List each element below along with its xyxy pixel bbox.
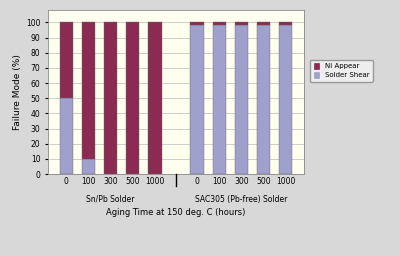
Legend: Ni Appear, Solder Shear: Ni Appear, Solder Shear xyxy=(310,60,373,82)
Bar xyxy=(82,159,95,174)
Bar xyxy=(104,22,117,174)
Bar xyxy=(279,22,292,25)
Bar xyxy=(279,25,292,174)
Bar xyxy=(126,22,140,174)
Bar xyxy=(82,22,95,159)
Bar xyxy=(257,25,270,174)
Bar xyxy=(60,22,73,98)
Bar xyxy=(148,22,162,174)
Bar xyxy=(190,25,204,174)
Bar xyxy=(60,98,73,174)
Y-axis label: Failure Mode (%): Failure Mode (%) xyxy=(13,54,22,130)
Bar xyxy=(212,25,226,174)
Text: Sn/Pb Solder: Sn/Pb Solder xyxy=(86,195,135,204)
X-axis label: Aging Time at 150 deg. C (hours): Aging Time at 150 deg. C (hours) xyxy=(106,208,246,217)
Bar xyxy=(190,22,204,25)
Bar xyxy=(235,25,248,174)
Text: SAC305 (Pb-free) Solder: SAC305 (Pb-free) Solder xyxy=(195,195,288,204)
Bar xyxy=(257,22,270,25)
Bar xyxy=(212,22,226,25)
Bar xyxy=(235,22,248,25)
